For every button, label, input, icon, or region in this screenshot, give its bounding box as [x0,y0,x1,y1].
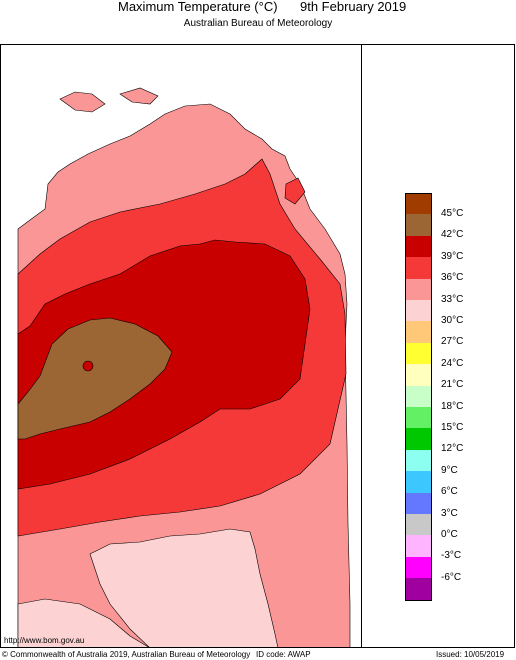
hotspot-region [82,360,94,372]
map-title: Maximum Temperature (°C) 9th February 20… [0,0,516,16]
band-30 [89,528,279,648]
id-code: ID code: AWAP [256,650,311,659]
legend-label: 6°C [441,486,458,498]
island-region [59,91,106,113]
legend-label: -6°C [441,571,462,583]
legend-divider [361,44,362,648]
legend-swatch [405,278,432,300]
legend-swatch [405,556,432,579]
map-date: 9th February 2019 [300,0,407,14]
legend-label: 9°C [441,464,458,476]
source-link[interactable]: http://www.bom.gov.au [4,636,85,645]
legend-swatch [405,514,432,536]
legend-label: 21°C [441,379,464,391]
legend-label: -3°C [441,550,462,562]
legend-swatch [405,535,432,557]
legend-swatch [405,300,432,322]
legend-swatch [405,321,432,343]
legend-label: 12°C [441,443,464,455]
legend-label: 24°C [441,357,464,369]
legend-swatch [405,492,432,514]
legend-label: 42°C [441,229,464,241]
legend-swatch [405,471,432,493]
issued-date: Issued: 10/05/2019 [436,650,505,659]
map-frame [0,44,515,648]
map-subtitle: Australian Bureau of Meteorology [183,18,333,29]
legend-label: 33°C [441,293,464,305]
map-title-text: Maximum Temperature (°C) [118,0,278,14]
copyright-text: © Commonwealth of Australia 2019, Austra… [2,650,251,659]
legend-label: 15°C [441,422,464,433]
legend-label: 3°C [441,507,458,519]
legend-label: 18°C [441,400,464,412]
legend-label: 27°C [441,336,464,348]
legend-label: 45°C [441,208,464,219]
legend-swatch [405,407,432,429]
band-42 [17,317,173,440]
legend-label: 36°C [441,272,464,284]
island-region-2 [119,87,159,105]
legend-swatch [405,342,432,365]
legend-label: 30°C [441,315,464,326]
legend-swatch [405,364,432,386]
legend-label: 39°C [441,250,464,262]
island-region-3 [284,177,306,205]
legend-swatch [405,385,432,407]
band-30-west [17,598,151,648]
legend-swatch [405,235,432,258]
legend-label: 0°C [441,529,458,540]
legend-swatch [405,257,432,279]
legend-swatch [405,428,432,450]
legend-swatch [405,578,432,600]
temperature-map [17,87,351,648]
legend-swatch [405,214,432,236]
legend-swatch [405,193,432,215]
legend-swatch [405,449,432,472]
